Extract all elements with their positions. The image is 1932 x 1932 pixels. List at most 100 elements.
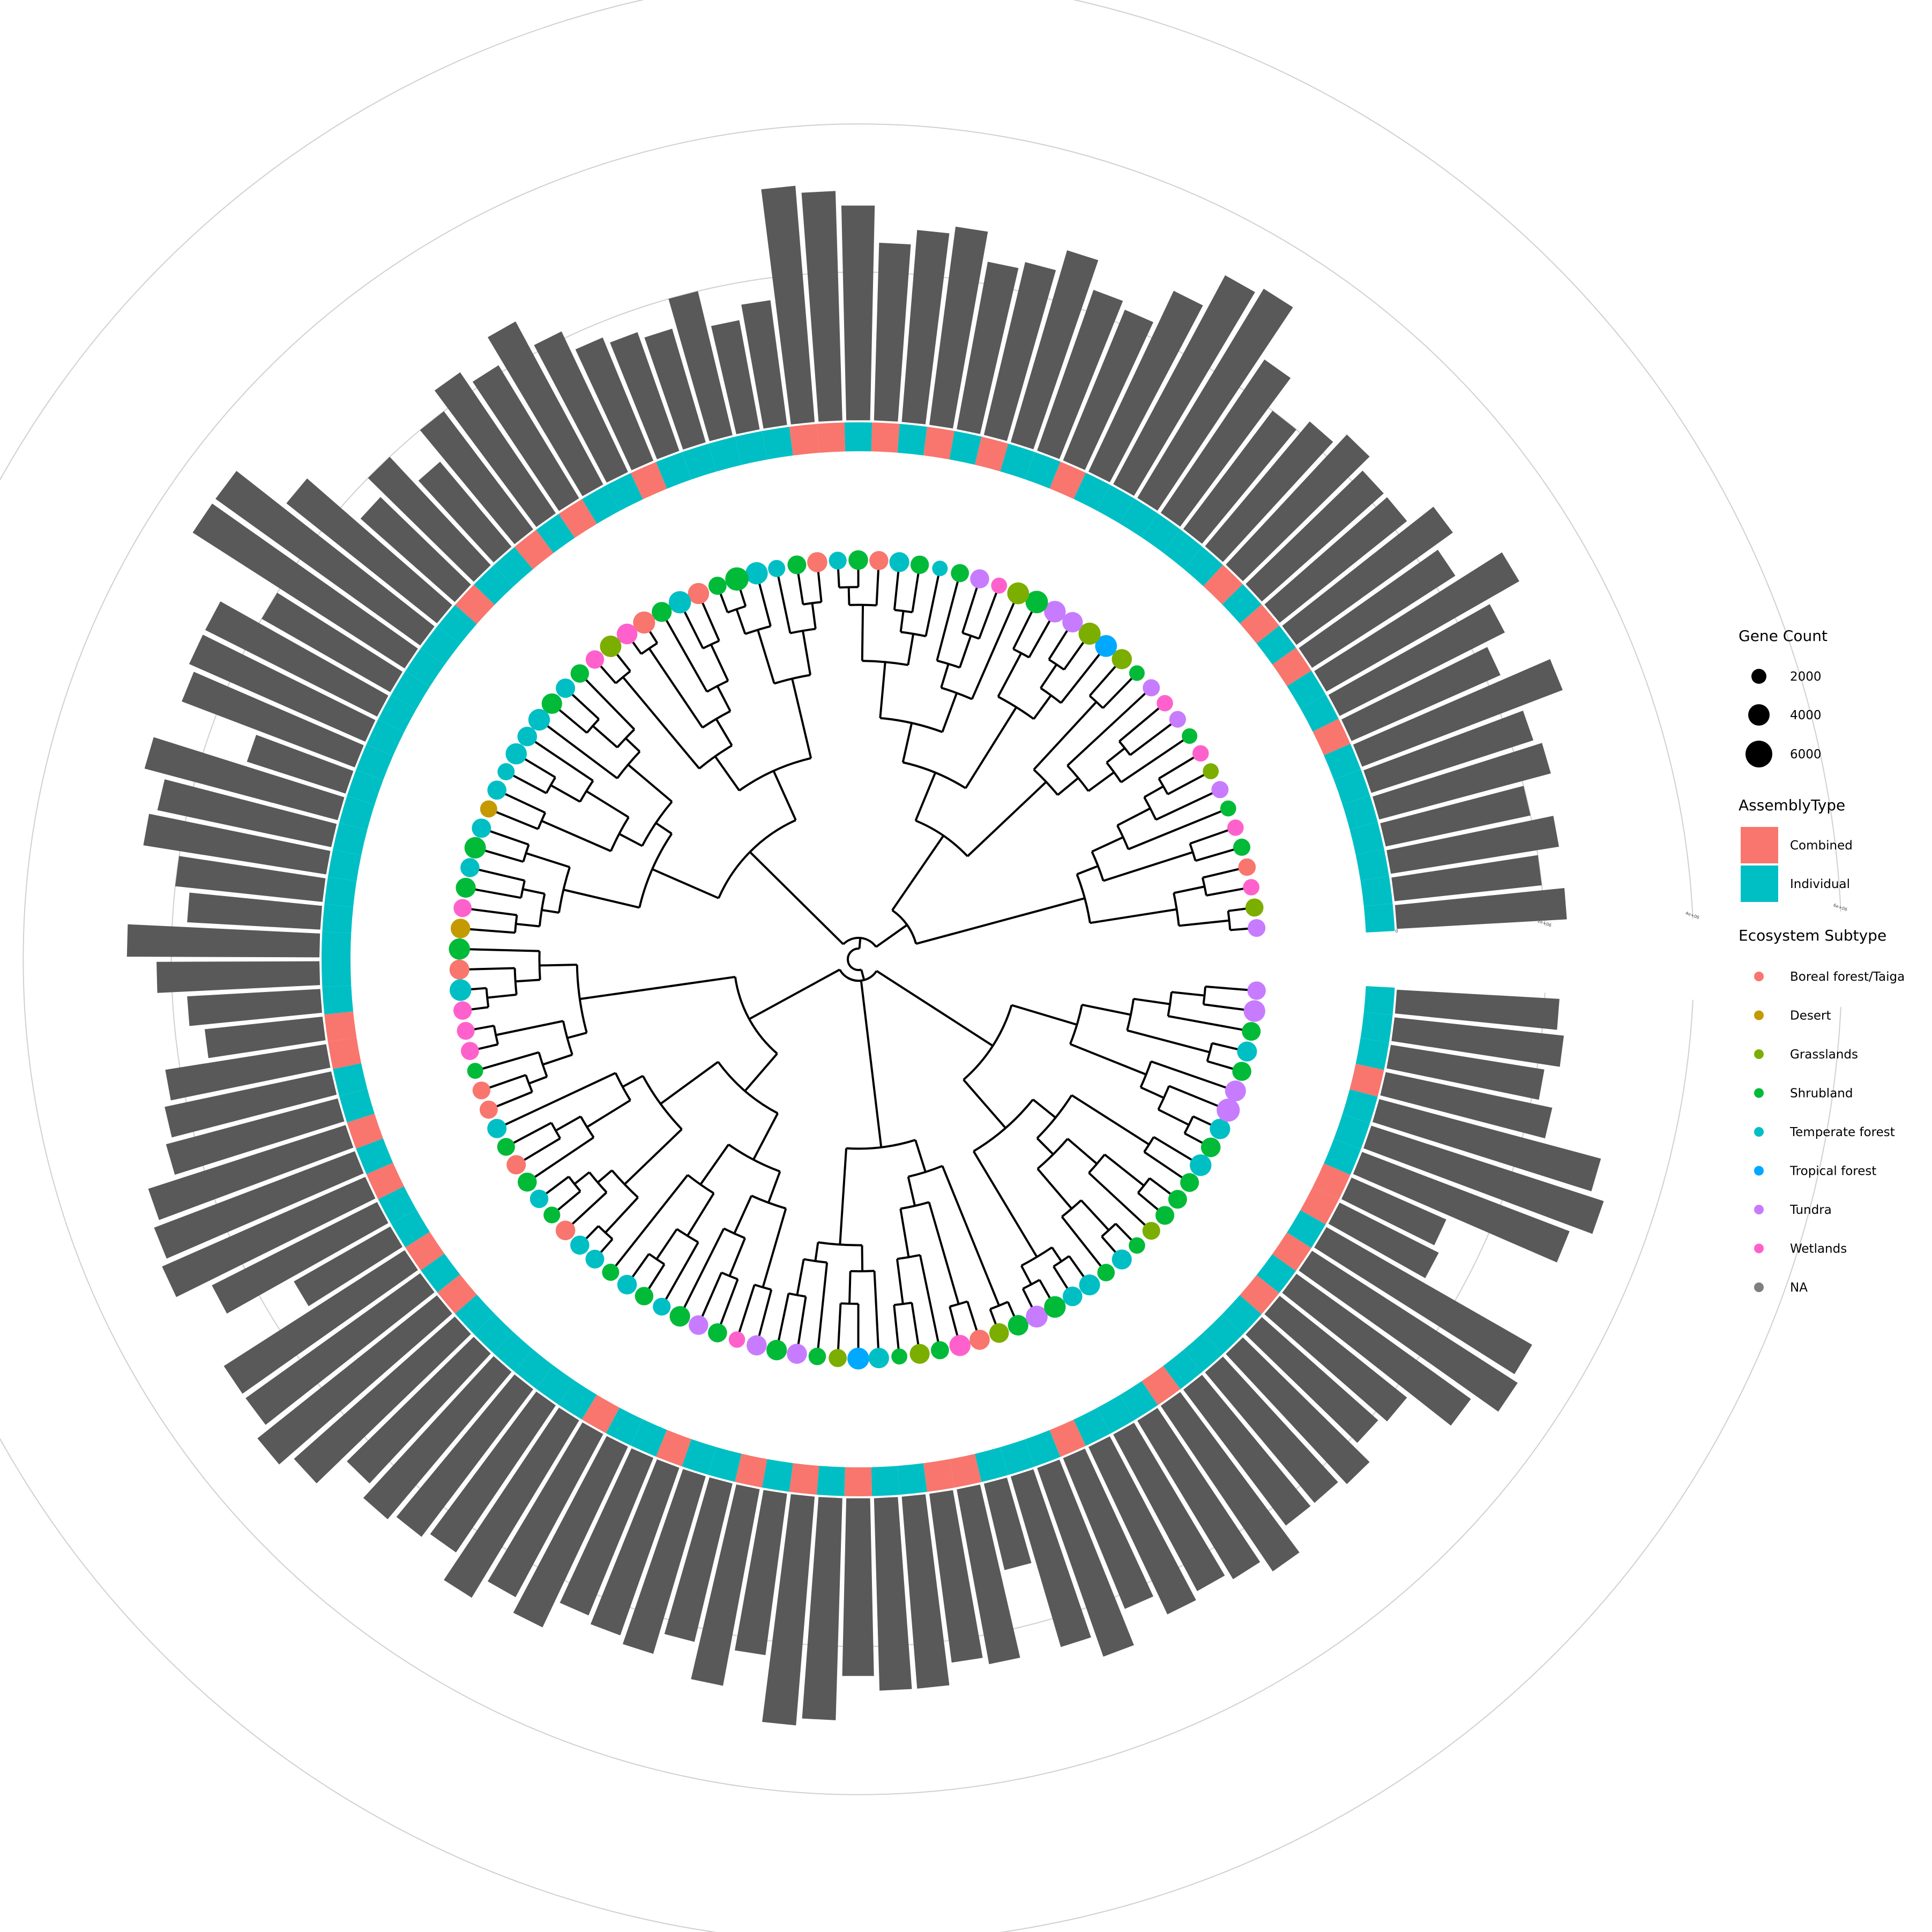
assembly-ring-cell — [474, 1314, 513, 1354]
tree-branch — [584, 678, 636, 730]
tip-point — [449, 938, 471, 960]
tree-branch — [1066, 692, 1147, 767]
tree-arc — [723, 1227, 745, 1240]
tip-point — [668, 591, 691, 614]
tree-branch — [1021, 1288, 1035, 1311]
tip-point — [652, 602, 672, 622]
assembly-ring-cell — [630, 1419, 667, 1457]
assembly-ring-cell — [558, 1381, 597, 1420]
gene-bar — [430, 1391, 556, 1553]
tree-arc — [1053, 1255, 1070, 1267]
legend-eco-key — [1754, 972, 1764, 981]
tree-arc — [1189, 843, 1197, 861]
tree-branch — [757, 1289, 773, 1339]
tip-point — [1026, 1306, 1048, 1328]
tree-branch — [1153, 1136, 1195, 1162]
tip-point — [1157, 695, 1173, 712]
tree-branch — [1060, 651, 1102, 704]
tree-arc — [485, 988, 490, 1008]
tree-branch — [1080, 1199, 1110, 1231]
tree-arc — [1158, 778, 1169, 795]
assembly-ring-cell — [975, 436, 1009, 472]
tree-branch — [899, 1209, 910, 1258]
tip-point — [745, 562, 768, 585]
gene-bar — [187, 892, 322, 930]
tree-branch — [469, 1006, 489, 1011]
tree-branch — [1189, 829, 1229, 845]
legend-eco-label: Temperate forest — [1789, 1125, 1895, 1139]
tree-branch — [1070, 1043, 1147, 1076]
tip-point — [848, 550, 868, 570]
tree-branch — [467, 967, 515, 971]
gene-bar — [156, 961, 320, 993]
tree-branch — [1071, 1094, 1150, 1146]
tree-branch — [700, 600, 720, 641]
tip-point — [461, 1042, 479, 1060]
tree-arc — [842, 937, 877, 948]
tree-branch — [664, 1241, 699, 1301]
tip-point — [585, 1249, 605, 1269]
assembly-ring-cell — [437, 605, 477, 644]
tree-arc — [538, 1052, 548, 1077]
tree-branch — [515, 979, 540, 983]
assembly-ring-cell — [581, 485, 620, 524]
gene-bar-ring — [126, 185, 1604, 1726]
gene-bar — [1299, 1250, 1518, 1412]
legend-eco-key — [1754, 1282, 1764, 1292]
phylogenetic-tree — [467, 567, 1249, 1352]
gene-bar — [215, 471, 435, 646]
tree-arc — [846, 1139, 916, 1150]
tree-branch — [791, 678, 812, 759]
assembly-ring-cell — [975, 1447, 1009, 1482]
assembly-ring-cell — [789, 1463, 819, 1495]
tree-branch — [896, 1258, 904, 1304]
tip-point — [829, 1349, 847, 1367]
tree-arc — [727, 605, 746, 614]
tree-branch — [1137, 1192, 1160, 1212]
tree-arc — [522, 844, 530, 862]
tip-point — [1190, 1154, 1212, 1176]
tip-point — [768, 560, 786, 577]
assembly-ring-cell — [333, 822, 368, 856]
tip-point — [787, 1344, 807, 1364]
tip-point — [1062, 1286, 1083, 1307]
tree-branch — [528, 1076, 548, 1085]
tree-arc — [1012, 648, 1030, 659]
tip-point — [1245, 898, 1264, 917]
tree-arc — [1022, 1279, 1040, 1290]
tree-branch — [541, 819, 611, 852]
tree-arc — [1069, 1004, 1083, 1045]
tree-branch — [907, 633, 915, 666]
legend-swatch-combined — [1741, 827, 1778, 863]
tree-branch — [563, 889, 640, 909]
tree-arc — [550, 1122, 562, 1139]
assembly-ring-cell — [324, 876, 357, 907]
legend-eco-label: Shrubland — [1790, 1087, 1853, 1101]
gene-bar — [182, 672, 364, 767]
legend-ecosystem-subtype: Ecosystem Subtype Boreal forest/Taiga Des… — [1739, 927, 1905, 1295]
assembly-ring-cell — [1324, 743, 1361, 780]
assembly-ring-cell — [1349, 822, 1384, 855]
gene-bar — [929, 1490, 983, 1663]
gene-bar — [901, 1494, 950, 1689]
tree-branch — [817, 1262, 829, 1349]
gene-bar — [245, 1273, 435, 1425]
tip-point — [808, 1347, 826, 1366]
assembly-ring-cell — [897, 1463, 927, 1495]
tree-branch — [899, 610, 905, 632]
tree-arc — [1020, 1246, 1053, 1267]
assembly-ring-cell — [844, 1467, 872, 1496]
tree-arc — [915, 819, 968, 857]
tree-branch — [1061, 1216, 1102, 1267]
tip-point — [1233, 838, 1251, 856]
tip-point — [970, 569, 989, 588]
tree-branch — [495, 1020, 564, 1036]
tip-point — [829, 551, 847, 570]
tip-point — [891, 1348, 907, 1365]
legend-swatch-individual — [1741, 866, 1778, 902]
tree-branch — [488, 1073, 526, 1089]
tip-point — [541, 693, 562, 714]
legend-eco-key — [1754, 1088, 1764, 1098]
tree-branch — [797, 572, 804, 605]
tree-arc — [641, 1075, 683, 1130]
